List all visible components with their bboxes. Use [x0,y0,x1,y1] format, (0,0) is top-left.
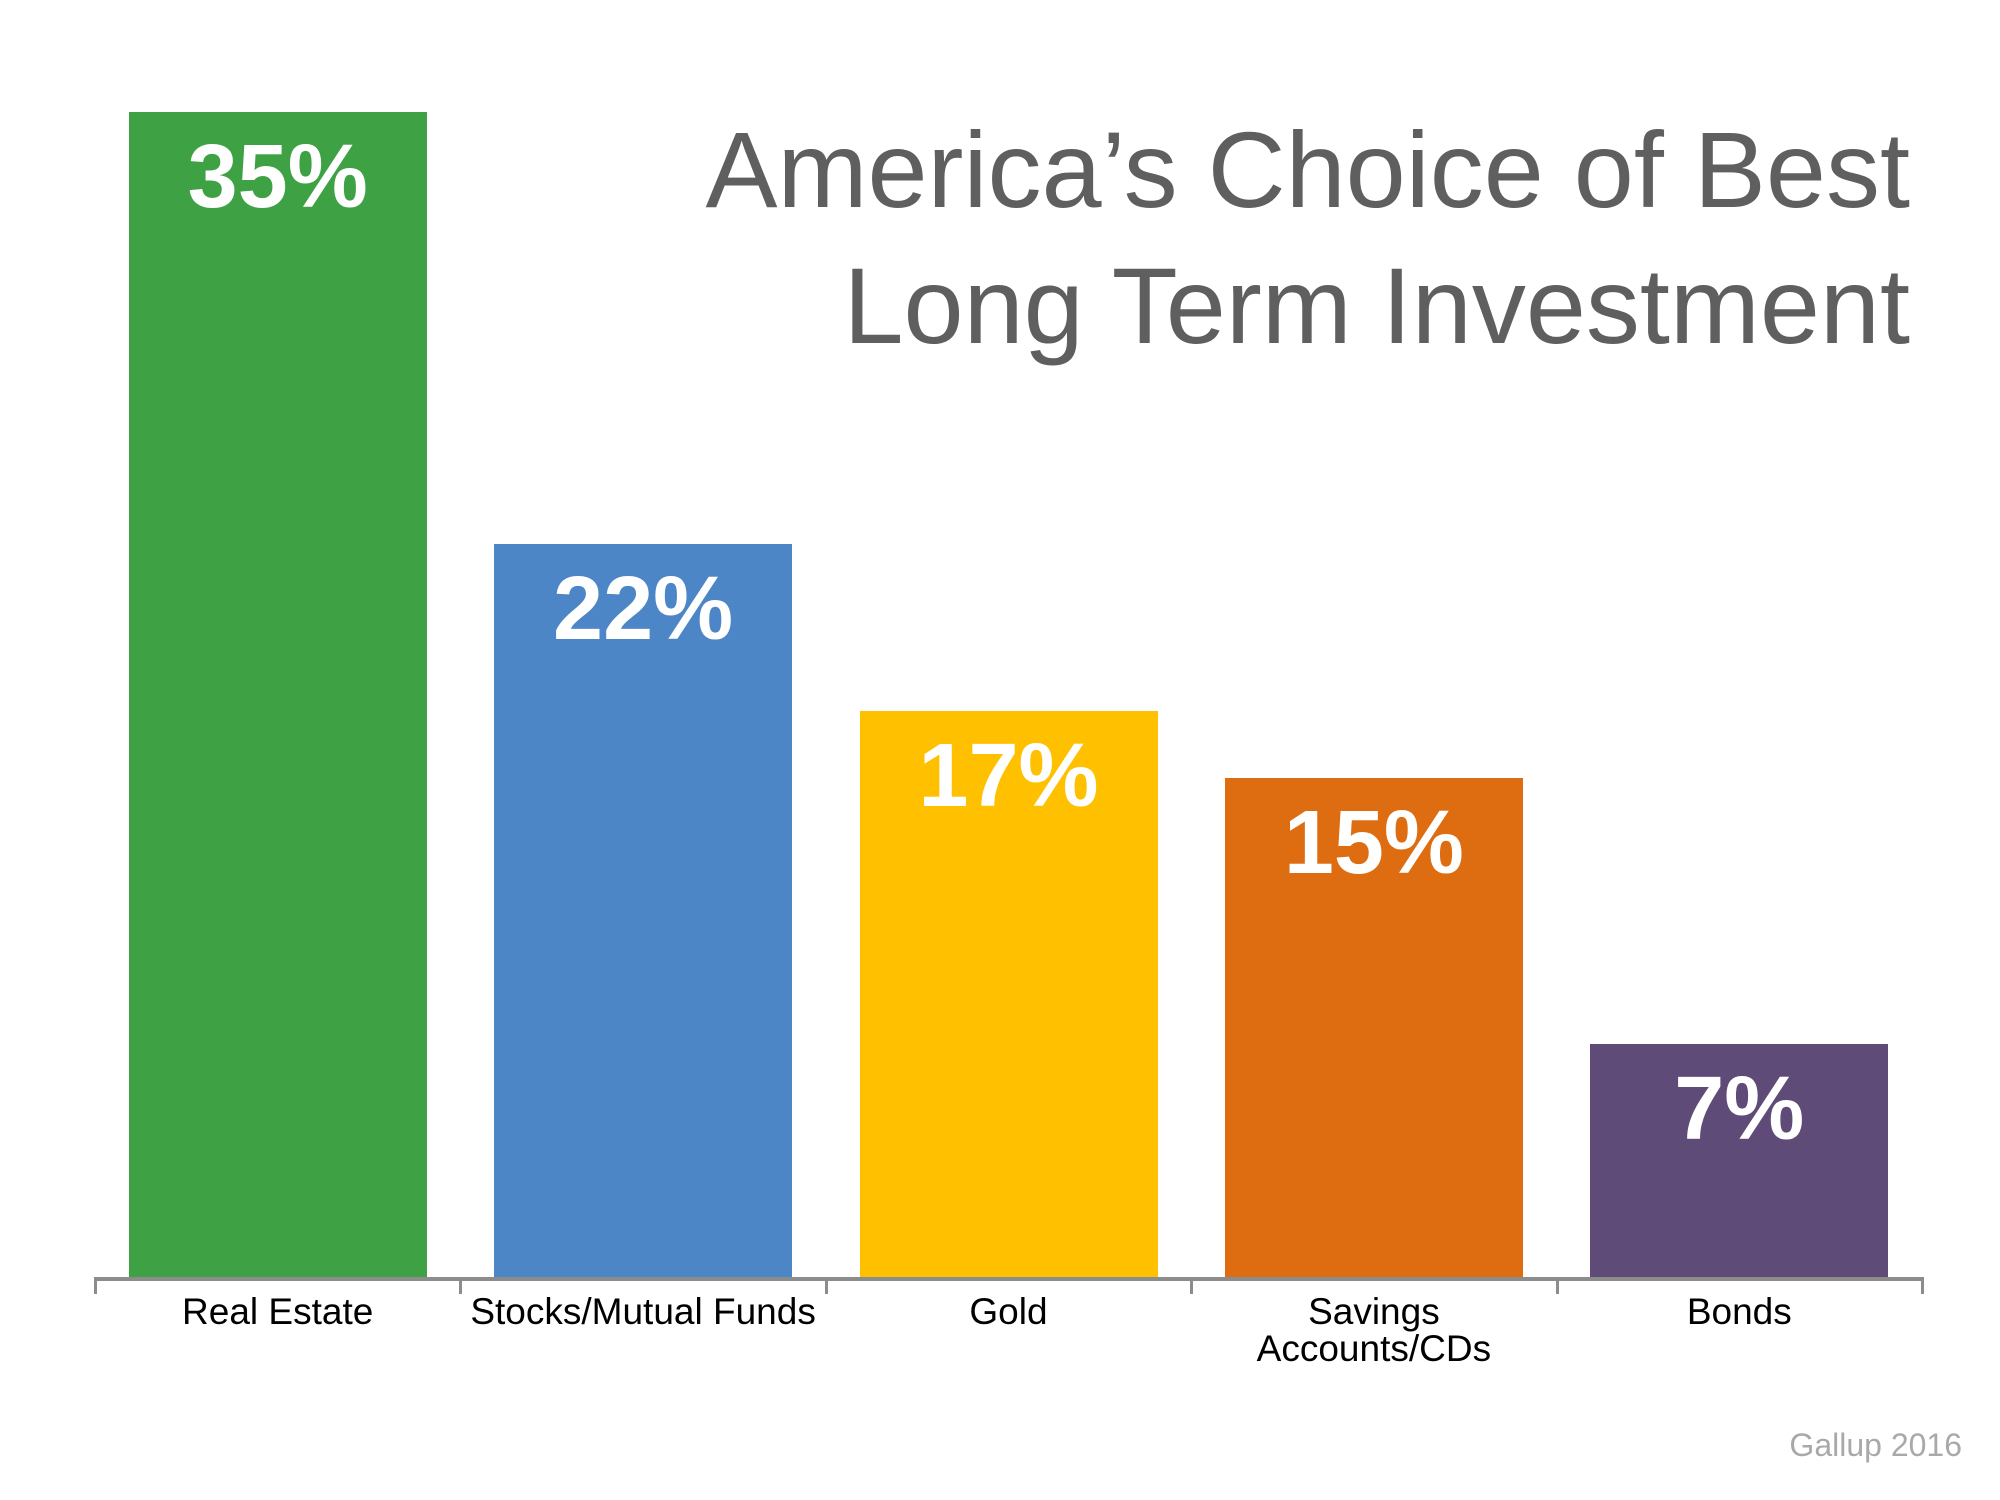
chart-title-line2: Long Term Investment [843,245,1910,366]
axis-tick [1190,1277,1194,1294]
category-label-real-estate: Real Estate [182,1291,374,1332]
category-label-savings-accounts-cds: Savings Accounts/CDs [1256,1291,1492,1369]
bar-stocks-mutual-funds: 22% [494,544,793,1277]
category-label-gold: Gold [969,1291,1048,1332]
axis-tick [1921,1277,1924,1294]
bar-real-estate: 35% [128,111,427,1277]
x-axis-line [95,1277,1924,1281]
bar-bonds: 7% [1590,1043,1889,1277]
category-label-stocks-mutual-funds: Stocks/Mutual Funds [470,1291,816,1332]
category-label-bonds: Bonds [1686,1291,1792,1332]
source-credit: Gallup 2016 [1789,1427,1962,1463]
axis-tick [824,1277,828,1294]
chart-title: America’s Choice of Best Long Term Inves… [705,102,1910,374]
bar-value-label: 17% [918,725,1099,826]
bar-value-label: 22% [553,559,734,660]
chart-title-line1: America’s Choice of Best [705,109,1910,230]
bar-value-label: 35% [187,126,368,227]
bar-gold: 17% [859,710,1158,1277]
bar-value-label: 7% [1674,1058,1805,1159]
bar-value-label: 15% [1283,792,1464,893]
axis-tick [94,1277,97,1294]
bar-savings-accounts-cds: 15% [1224,777,1523,1277]
axis-tick [1555,1277,1559,1294]
axis-tick [459,1277,463,1294]
